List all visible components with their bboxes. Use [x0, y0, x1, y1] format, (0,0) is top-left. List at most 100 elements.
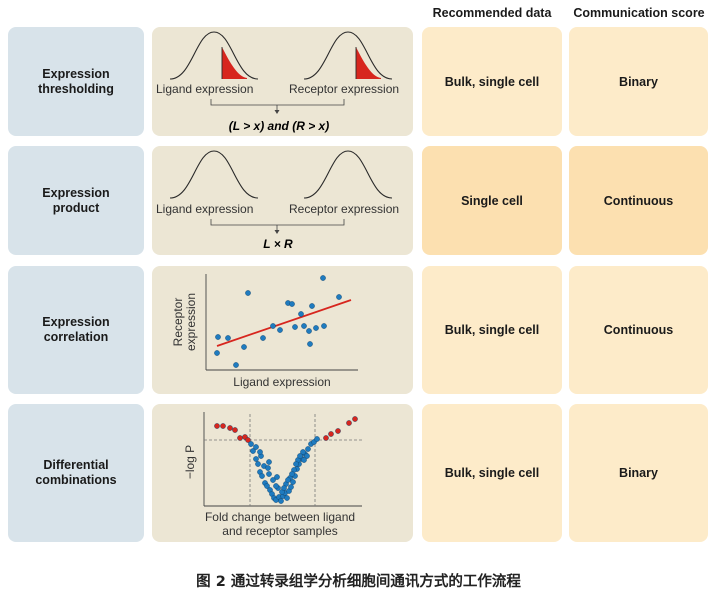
non-significant-point [266, 459, 272, 465]
scatter-point [307, 341, 313, 347]
y-axis-label-line1: Receptor [171, 298, 185, 347]
non-significant-point [314, 436, 320, 442]
receptor-expression-label: Receptor expression [289, 82, 399, 96]
non-significant-point [288, 484, 294, 490]
non-significant-point [293, 461, 299, 467]
volcano-points [214, 416, 358, 504]
thresholding-figure: Ligand expression Receptor expression (L… [156, 31, 399, 133]
scatter-point [260, 335, 266, 341]
scatter-point [277, 327, 283, 333]
recommended-data-header: Recommended data [432, 6, 552, 20]
significant-point [232, 427, 238, 433]
correlation-figure: Receptor expression Ligand expression [171, 274, 358, 389]
significant-point [335, 428, 341, 434]
significant-point [352, 416, 358, 422]
non-significant-point [265, 465, 271, 471]
non-significant-point [301, 457, 307, 463]
scatter-point [292, 324, 298, 330]
scatter-point [301, 323, 307, 329]
receptor-distribution-curve [303, 150, 393, 199]
significant-point [214, 423, 220, 429]
recommended-data-cell: Bulk, single cell [422, 27, 562, 136]
significant-point [227, 425, 233, 431]
non-significant-point [305, 446, 311, 452]
receptor-expression-label: Receptor expression [289, 202, 399, 216]
scatter-point [321, 323, 327, 329]
communication-score-cell: Continuous [569, 266, 708, 394]
non-significant-point [264, 483, 270, 489]
x-axis-label-line2: and receptor samples [222, 524, 337, 538]
bracket-arrowhead [274, 110, 280, 114]
communication-score-header: Communication score [573, 6, 705, 20]
non-significant-point [250, 448, 256, 454]
non-significant-point [248, 441, 254, 447]
communication-score-cell: Binary [569, 404, 708, 542]
scatter-point [306, 328, 312, 334]
bracket-arrowhead [274, 230, 280, 234]
y-axis-label-line2: expression [184, 293, 198, 351]
product-diagram: Ligand expression Receptor expression L … [152, 146, 413, 255]
method-label-thresholding: Expression thresholding [8, 27, 144, 136]
non-significant-point [273, 483, 279, 489]
x-axis-label: Ligand expression [233, 375, 330, 389]
product-figure: Ligand expression Receptor expression L … [156, 150, 399, 251]
non-significant-point [284, 495, 290, 501]
ligand-expression-label: Ligand expression [156, 202, 253, 216]
non-significant-point [257, 449, 263, 455]
bracket [210, 219, 345, 231]
non-significant-point [266, 471, 272, 477]
ligand-distribution-curve [169, 31, 259, 80]
ligand-threshold-area [222, 47, 247, 79]
scatter-point [336, 294, 342, 300]
differential-diagram: −log P Fold change between ligand and re… [152, 404, 413, 542]
non-significant-point [270, 477, 276, 483]
x-axis-label-line1: Fold change between ligand [205, 510, 355, 524]
volcano-figure: −log P Fold change between ligand and re… [183, 412, 362, 538]
non-significant-point [255, 461, 261, 467]
significant-point [328, 431, 334, 437]
scatter-point [233, 362, 239, 368]
scatter-point [225, 335, 231, 341]
bracket [210, 99, 345, 111]
product-formula: L × R [263, 237, 293, 251]
method-label-product: Expression product [8, 146, 144, 255]
communication-score-cell: Binary [569, 27, 708, 136]
significant-point [323, 435, 329, 441]
non-significant-point [278, 498, 284, 504]
trend-line [216, 299, 352, 347]
non-significant-point [289, 471, 295, 477]
non-significant-point [253, 444, 259, 450]
non-significant-point [259, 473, 265, 479]
non-significant-point [304, 453, 310, 459]
scatter-points [214, 275, 342, 368]
correlation-diagram: Receptor expression Ligand expression [152, 266, 413, 394]
scatter-point [309, 303, 315, 309]
scatter-point [241, 344, 247, 350]
scatter-point [270, 323, 276, 329]
non-significant-point [253, 456, 259, 462]
scatter-point [289, 301, 295, 307]
scatter-point [298, 311, 304, 317]
non-significant-point [290, 479, 296, 485]
non-significant-point [285, 477, 291, 483]
communication-score-cell: Continuous [569, 146, 708, 255]
non-significant-point [274, 474, 280, 480]
recommended-data-cell: Bulk, single cell [422, 266, 562, 394]
ligand-distribution-curve [169, 150, 259, 199]
figure-caption: 图 2 通过转录组学分析细胞间通讯方式的工作流程 [196, 574, 521, 590]
threshold-formula: (L > x) and (R > x) [229, 119, 329, 133]
scatter-point [215, 334, 221, 340]
significant-point [220, 423, 226, 429]
non-significant-point [300, 449, 306, 455]
scatter-point [214, 350, 220, 356]
method-label-correlation: Expression correlation [8, 266, 144, 394]
significant-point [346, 420, 352, 426]
recommended-data-cell: Bulk, single cell [422, 404, 562, 542]
scatter-point [245, 290, 251, 296]
thresholding-diagram: Ligand expression Receptor expression (L… [152, 27, 413, 136]
significant-point [245, 437, 251, 443]
y-axis-label: −log P [183, 445, 197, 479]
scatter-point [320, 275, 326, 281]
receptor-threshold-area [356, 47, 381, 79]
method-label-differential: Differential combinations [8, 404, 144, 542]
